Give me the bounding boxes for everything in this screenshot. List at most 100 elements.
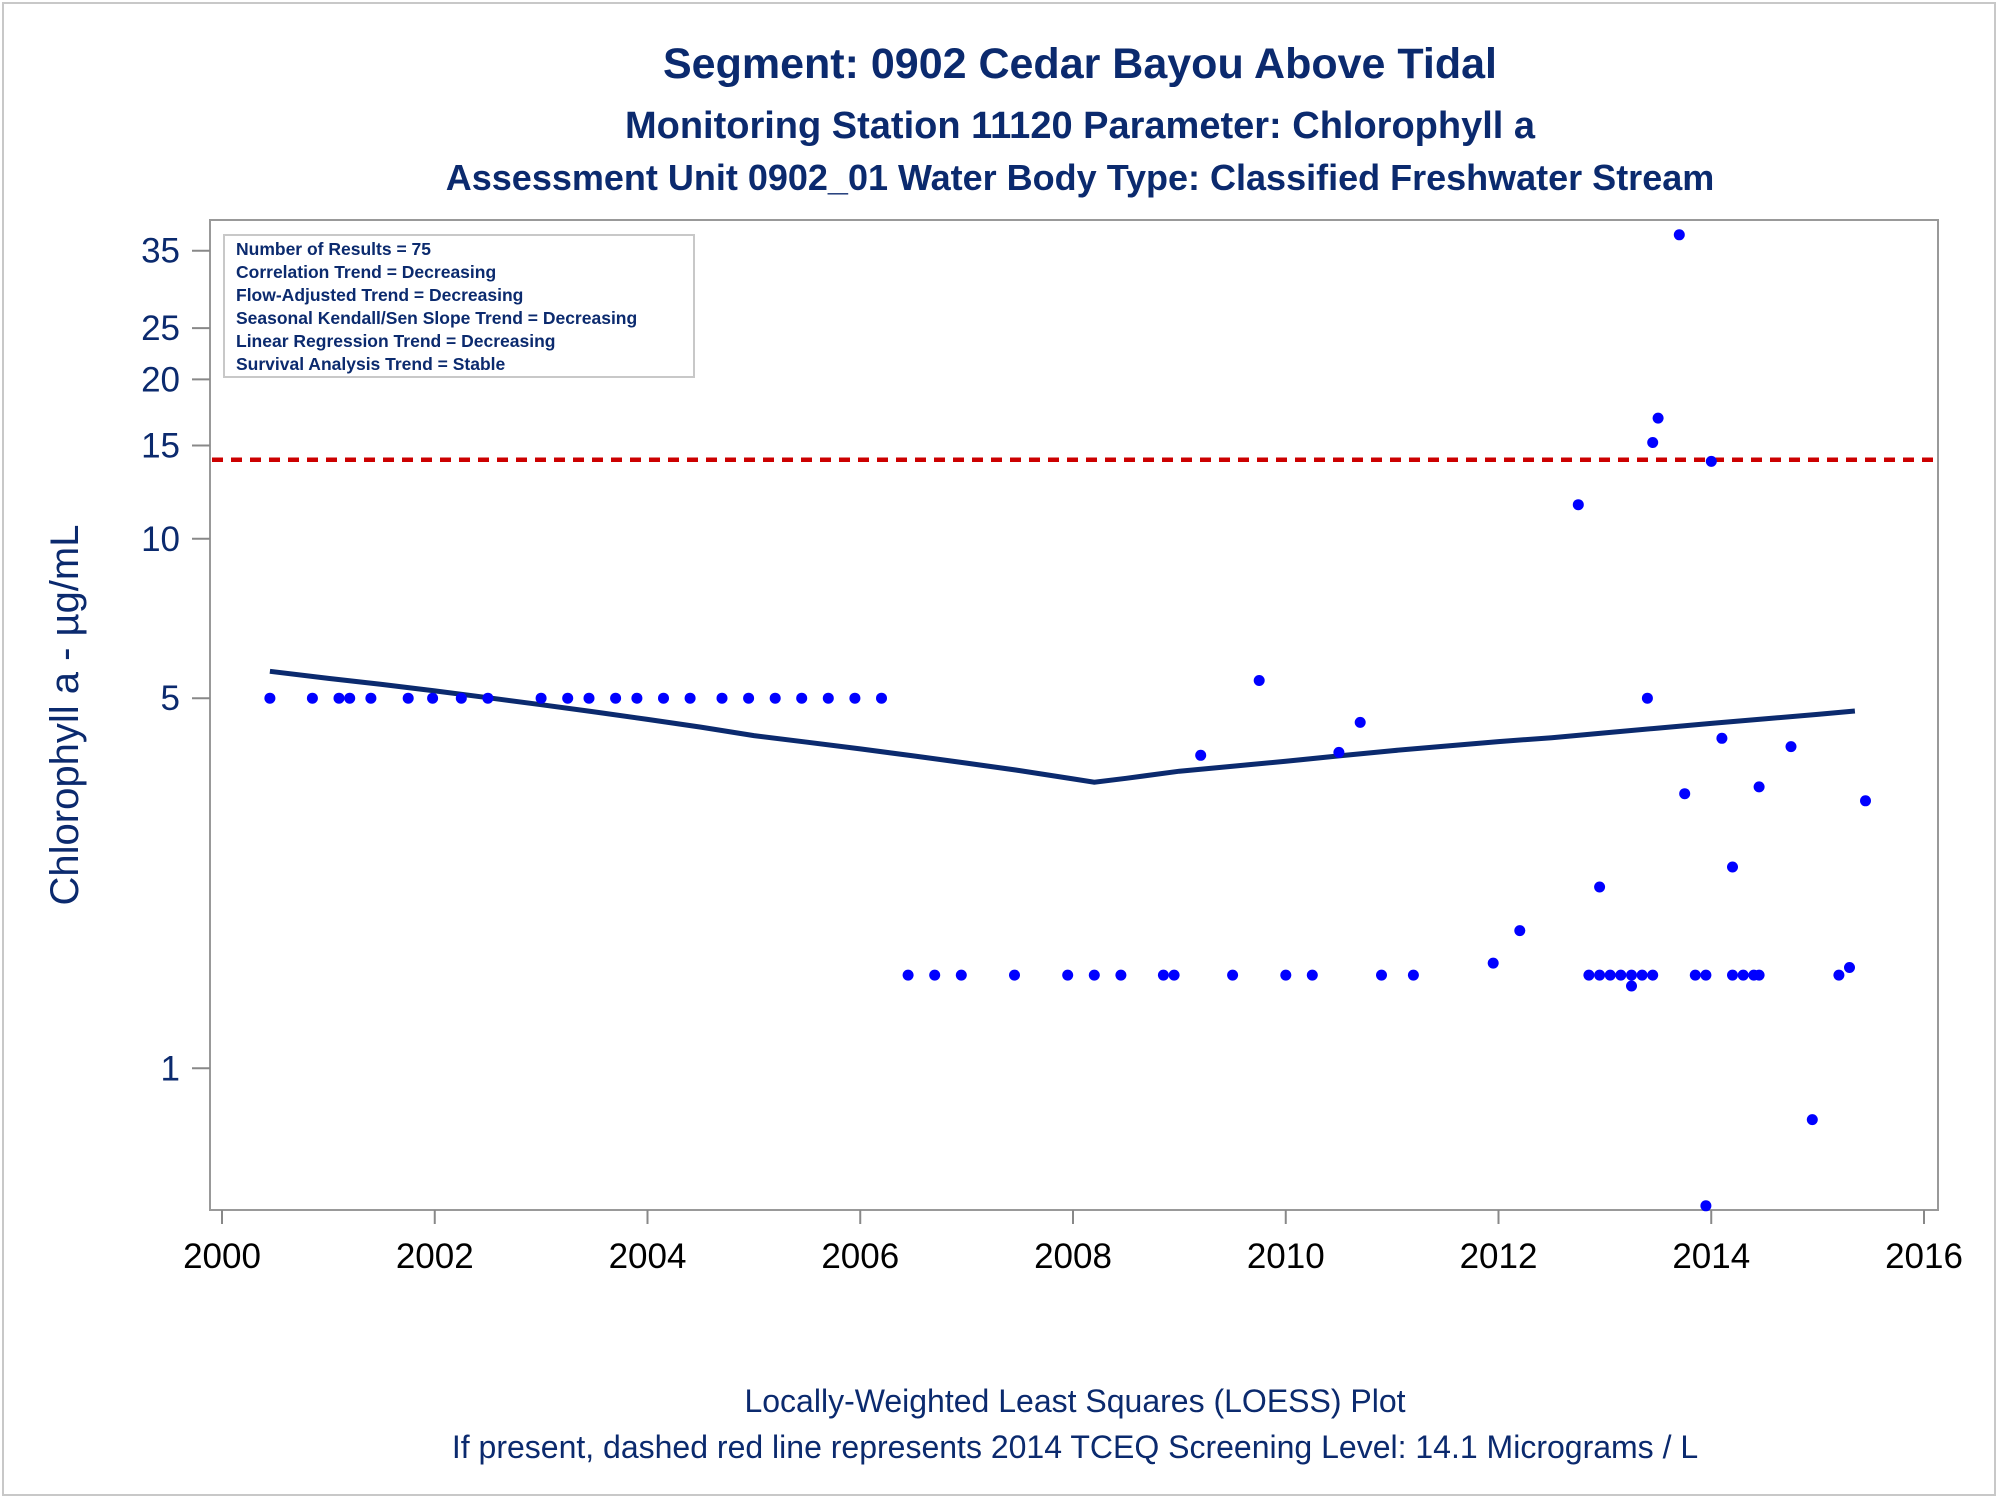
data-point xyxy=(1705,455,1717,467)
data-point xyxy=(1636,969,1648,981)
data-point xyxy=(1376,969,1387,981)
loess-line xyxy=(269,668,1856,785)
data-point xyxy=(1594,881,1606,893)
data-point xyxy=(365,692,377,704)
info-line: Seasonal Kendall/Sen Slope Trend = Decre… xyxy=(236,308,637,328)
data-point xyxy=(796,692,808,704)
x-tick-label: 2006 xyxy=(821,1237,899,1276)
data-point xyxy=(482,692,494,704)
data-point xyxy=(583,692,595,704)
y-tick-label: 35 xyxy=(141,232,180,271)
data-point xyxy=(1700,969,1712,981)
data-point xyxy=(1844,962,1855,973)
data-point xyxy=(306,692,318,704)
y-tick-label: 15 xyxy=(141,427,180,466)
data-point xyxy=(1753,781,1765,793)
data-point xyxy=(427,692,439,704)
data-point xyxy=(1716,732,1728,744)
info-line: Linear Regression Trend = Decreasing xyxy=(236,331,556,351)
data-point xyxy=(1594,969,1606,981)
data-point xyxy=(716,692,728,704)
data-point xyxy=(1652,412,1664,424)
data-point xyxy=(1280,969,1292,981)
data-point xyxy=(1626,969,1637,981)
data-point xyxy=(344,692,356,704)
data-point xyxy=(1626,980,1637,992)
data-point xyxy=(1700,1200,1712,1212)
data-point xyxy=(955,969,967,981)
data-point xyxy=(1227,969,1239,981)
x-axis: 2000 2002 2004 2006 2008 2010 2012 2014 2016 xyxy=(183,1210,1963,1276)
data-point xyxy=(1157,969,1169,981)
data-point xyxy=(1641,692,1653,704)
data-point xyxy=(822,692,834,704)
info-box: Number of Results = 75 Correlation Trend… xyxy=(223,234,695,378)
data-points xyxy=(264,229,1871,1212)
data-point xyxy=(1253,675,1265,686)
data-point xyxy=(1115,969,1127,981)
footnote-1: Locally-Weighted Least Squares (LOESS) P… xyxy=(744,1383,1405,1419)
data-point xyxy=(1487,957,1499,969)
data-point xyxy=(1354,716,1366,728)
y-tick-label: 25 xyxy=(141,309,180,348)
info-line: Correlation Trend = Decreasing xyxy=(236,262,496,282)
x-tick-label: 2016 xyxy=(1885,1237,1963,1276)
data-point xyxy=(769,692,781,704)
data-point xyxy=(402,692,414,704)
data-point xyxy=(535,692,547,704)
data-point xyxy=(1860,795,1871,807)
data-point xyxy=(1604,969,1616,981)
x-tick-label: 2014 xyxy=(1672,1237,1750,1276)
footnote-2: If present, dashed red line represents 2… xyxy=(452,1429,1698,1465)
data-point xyxy=(1806,1114,1818,1126)
data-point xyxy=(684,692,696,704)
data-point xyxy=(1673,229,1685,241)
data-point xyxy=(743,692,755,704)
data-point xyxy=(1647,969,1659,981)
data-point xyxy=(333,692,345,704)
data-point xyxy=(902,969,914,981)
data-point xyxy=(1572,499,1584,511)
data-point xyxy=(264,692,276,704)
data-point xyxy=(1679,788,1691,800)
chart-subtitle-2: Assessment Unit 0902_01 Water Body Type:… xyxy=(446,157,1715,198)
data-point xyxy=(1689,969,1701,981)
data-point xyxy=(1088,969,1100,981)
data-point xyxy=(562,692,574,704)
x-tick-label: 2012 xyxy=(1460,1237,1538,1276)
data-point xyxy=(1062,969,1074,981)
data-point xyxy=(1647,437,1659,448)
data-point xyxy=(1615,969,1627,981)
y-tick-label: 5 xyxy=(161,679,180,718)
info-line: Number of Results = 75 xyxy=(236,239,431,259)
data-point xyxy=(631,692,643,704)
data-point xyxy=(1753,969,1765,981)
y-tick-label: 10 xyxy=(141,520,180,559)
data-point xyxy=(1195,749,1207,761)
data-point xyxy=(929,969,941,981)
y-tick-label: 1 xyxy=(161,1049,180,1088)
data-point xyxy=(1785,741,1797,753)
data-point xyxy=(610,692,622,704)
x-tick-label: 2002 xyxy=(396,1237,474,1276)
data-point xyxy=(1168,969,1180,981)
data-point xyxy=(1333,746,1345,758)
y-axis-label: Chlorophyll a - µg/mL xyxy=(43,525,87,906)
chart-subtitle: Monitoring Station 11120 Parameter: Chlo… xyxy=(625,105,1536,147)
info-line: Survival Analysis Trend = Stable xyxy=(236,354,506,374)
data-point xyxy=(1306,969,1318,981)
data-point xyxy=(1583,969,1595,981)
x-tick-label: 2004 xyxy=(609,1237,687,1276)
info-line: Flow-Adjusted Trend = Decreasing xyxy=(236,285,523,305)
data-point xyxy=(1009,969,1020,981)
data-point xyxy=(876,692,887,704)
x-tick-label: 2010 xyxy=(1247,1237,1325,1276)
data-point xyxy=(1737,969,1749,981)
data-point xyxy=(1833,969,1845,981)
data-point xyxy=(455,692,467,704)
data-point xyxy=(1727,969,1738,981)
data-point xyxy=(1727,861,1738,873)
